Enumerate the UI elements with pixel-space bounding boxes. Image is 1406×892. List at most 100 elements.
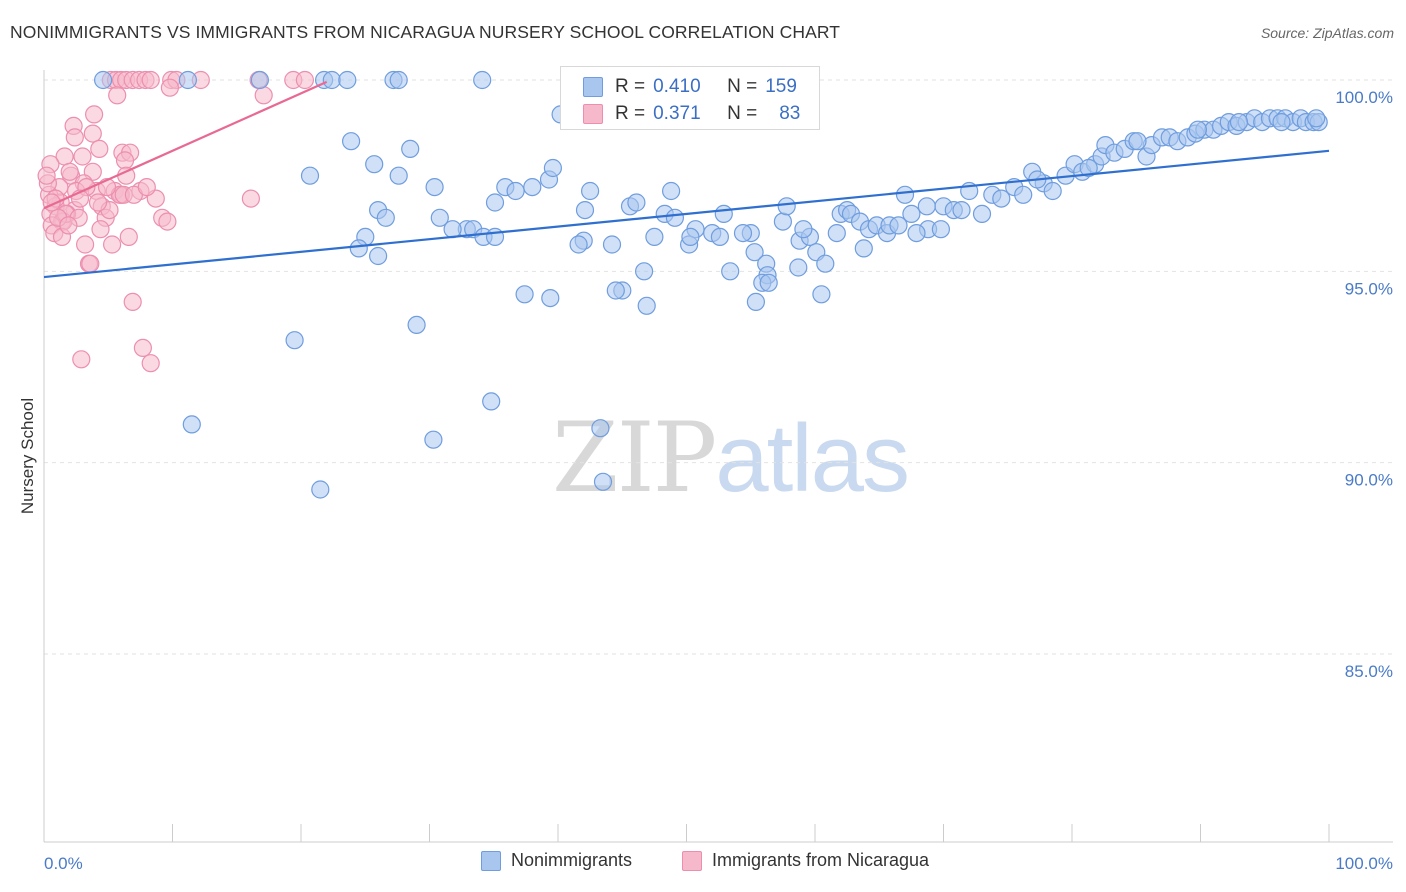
watermark-zip: ZIP [552, 402, 717, 514]
nonimmigrant-point-35 [569, 235, 588, 254]
nonimmigrants-trendline [43, 149, 1330, 279]
nonimmigrant-point-123 [1272, 112, 1291, 132]
nicaragua-point-76 [137, 178, 156, 197]
nonimmigrant-point-71 [931, 220, 951, 239]
nonimmigrant-point-21 [580, 181, 600, 201]
y-tick-labels: 85.0% 90.0% 95.0% 100.0% [1335, 88, 1393, 681]
stats-blue-swatch [583, 77, 603, 97]
nonimmigrant-point-124 [1307, 109, 1326, 128]
nonimmigrant-point-58 [816, 254, 835, 273]
nonimmigrant-point-133 [789, 258, 808, 277]
nonimmigrant-point-54 [777, 197, 796, 216]
blue-points [93, 70, 1328, 499]
nonimmigrant-point-47 [714, 204, 733, 223]
nonimmigrant-point-49 [745, 243, 764, 262]
nonimmigrant-point-14 [300, 166, 320, 185]
nonimmigrant-point-27 [430, 208, 449, 227]
nonimmigrant-point-2 [250, 70, 269, 90]
nicaragua-trendline [43, 80, 328, 210]
legend-label-nicaragua: Immigrants from Nicaragua [712, 850, 930, 870]
stats-row-blue: R = 0.410 N = 159 [583, 73, 797, 101]
nonimmigrant-point-18 [523, 178, 542, 197]
stats-pink-n-label: N = [727, 103, 758, 124]
nonimmigrant-point-39 [627, 193, 646, 212]
nonimmigrant-point-24 [376, 208, 395, 227]
nicaragua-point-15 [108, 86, 127, 105]
nonimmigrant-point-31 [369, 246, 388, 266]
stats-blue-n-label: N = [727, 76, 758, 97]
x-ticks [43, 824, 1330, 842]
nicaragua-point-82 [37, 166, 56, 185]
nonimmigrant-point-132 [721, 262, 740, 281]
legend: Nonimmigrants Immigrants from Nicaragua [0, 850, 1406, 878]
nonimmigrant-point-141 [541, 289, 560, 308]
nonimmigrant-point-136 [746, 292, 766, 311]
nonimmigrant-point-33 [485, 227, 505, 246]
nonimmigrant-point-10 [342, 132, 361, 151]
nonimmigrant-point-7 [389, 70, 408, 90]
nicaragua-point-79 [59, 216, 78, 235]
nicaragua-point-61 [81, 254, 100, 273]
nicaragua-point-16 [254, 86, 273, 105]
nonimmigrant-point-116 [952, 201, 971, 220]
legend-swatch-pink [682, 850, 702, 871]
nonimmigrant-point-36 [575, 201, 595, 220]
stats-box: R = 0.410 N = 159 R = 0.371 N = 83 [560, 66, 820, 130]
nonimmigrant-point-68 [902, 204, 921, 223]
legend-item-nonimmigrants[interactable]: Nonimmigrants [481, 850, 632, 871]
nonimmigrant-point-146 [424, 430, 443, 449]
nonimmigrant-point-28 [443, 220, 462, 239]
x-tick-label-max: 100.0% [1335, 854, 1393, 873]
nonimmigrant-point-135 [812, 285, 831, 304]
stats-row-pink: R = 0.371 N = 83 [583, 100, 800, 128]
nonimmigrant-point-5 [338, 70, 357, 90]
nonimmigrant-point-149 [593, 472, 613, 491]
nonimmigrant-point-129 [889, 216, 908, 235]
source-label: Source: ZipAtlas.com [1260, 25, 1394, 41]
nonimmigrant-point-139 [606, 281, 625, 300]
nonimmigrant-point-40 [645, 227, 664, 246]
stats-blue-r-label: R = [615, 76, 646, 97]
nonimmigrant-point-147 [182, 415, 201, 434]
y-tick-label-90: 90.0% [1345, 471, 1393, 490]
y-tick-label-95: 95.0% [1345, 279, 1393, 298]
nonimmigrant-point-145 [591, 419, 610, 438]
nonimmigrant-point-22 [485, 193, 505, 212]
nicaragua-point-58 [75, 235, 95, 254]
axes [43, 70, 1393, 843]
nicaragua-point-17 [84, 105, 104, 124]
nonimmigrant-point-143 [285, 331, 304, 350]
nonimmigrant-point-12 [365, 155, 384, 174]
nicaragua-point-20 [65, 128, 84, 147]
nicaragua-point-54 [91, 220, 110, 239]
nonimmigrant-point-13 [389, 166, 408, 185]
nonimmigrant-point-140 [515, 285, 534, 304]
nonimmigrant-point-130 [907, 224, 926, 243]
nonimmigrant-point-69 [917, 197, 936, 216]
stats-blue-n-value: 159 [765, 76, 797, 97]
nicaragua-point-13 [295, 70, 314, 90]
watermark: ZIPatlas [552, 402, 910, 514]
nicaragua-point-41 [241, 189, 260, 208]
nicaragua-point-57 [119, 227, 138, 246]
gridlines [44, 79, 1393, 655]
nonimmigrant-point-8 [473, 70, 492, 90]
nonimmigrant-point-148 [311, 480, 330, 499]
nonimmigrant-point-82 [1043, 181, 1062, 201]
nonimmigrant-point-137 [637, 296, 656, 315]
legend-item-nicaragua[interactable]: Immigrants from Nicaragua [682, 850, 929, 871]
nicaragua-point-65 [141, 354, 160, 373]
nonimmigrant-point-142 [407, 315, 426, 334]
nonimmigrant-point-75 [972, 204, 992, 223]
nonimmigrant-point-118 [854, 239, 873, 258]
nonimmigrant-point-15 [425, 178, 444, 197]
nicaragua-point-64 [72, 350, 91, 369]
nonimmigrant-point-121 [1188, 120, 1208, 139]
nonimmigrant-point-125 [661, 181, 681, 201]
nonimmigrant-point-1 [178, 70, 197, 90]
nicaragua-point-25 [73, 147, 92, 166]
legend-swatch-blue [481, 850, 501, 871]
nonimmigrant-point-59 [827, 224, 846, 243]
nicaragua-point-19 [83, 124, 102, 143]
